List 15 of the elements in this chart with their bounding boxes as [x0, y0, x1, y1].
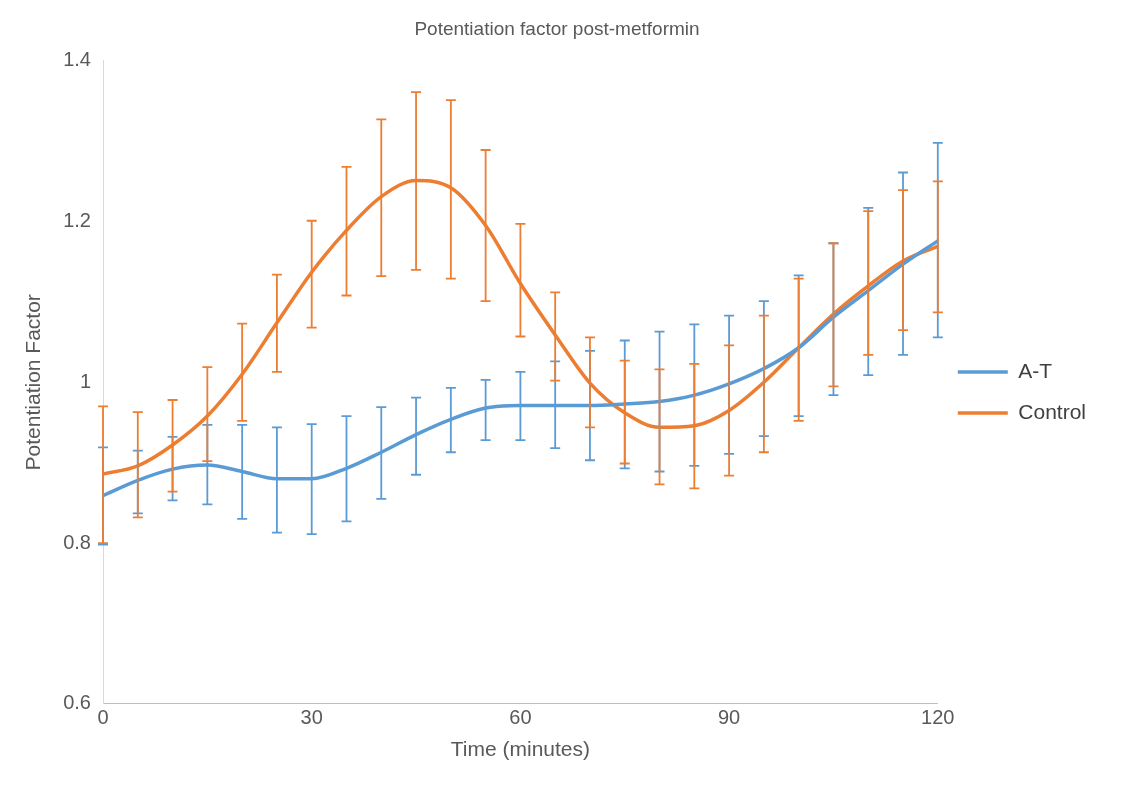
x-tick-label: 90	[717, 706, 741, 729]
x-axis-title: Time (minutes)	[450, 737, 591, 761]
x-tick-label: 120	[921, 706, 955, 729]
y-axis-title: Potentiation Factor	[21, 294, 45, 471]
x-tick-label: 30	[300, 706, 323, 729]
y-tick-label: 0.8	[63, 530, 91, 553]
legend-label: Control	[1018, 399, 1087, 423]
y-tick-label: 1.4	[63, 48, 91, 71]
x-tick-label: 60	[509, 706, 532, 729]
y-tick-label: 1.2	[63, 209, 91, 232]
y-tick-label: 0.6	[63, 691, 91, 714]
y-tick-label: 1	[79, 369, 91, 392]
legend-label: A-T	[1018, 358, 1053, 382]
x-tick-label: 0	[97, 706, 109, 729]
chart-title: Potentiation factor post-metformin	[414, 17, 700, 39]
